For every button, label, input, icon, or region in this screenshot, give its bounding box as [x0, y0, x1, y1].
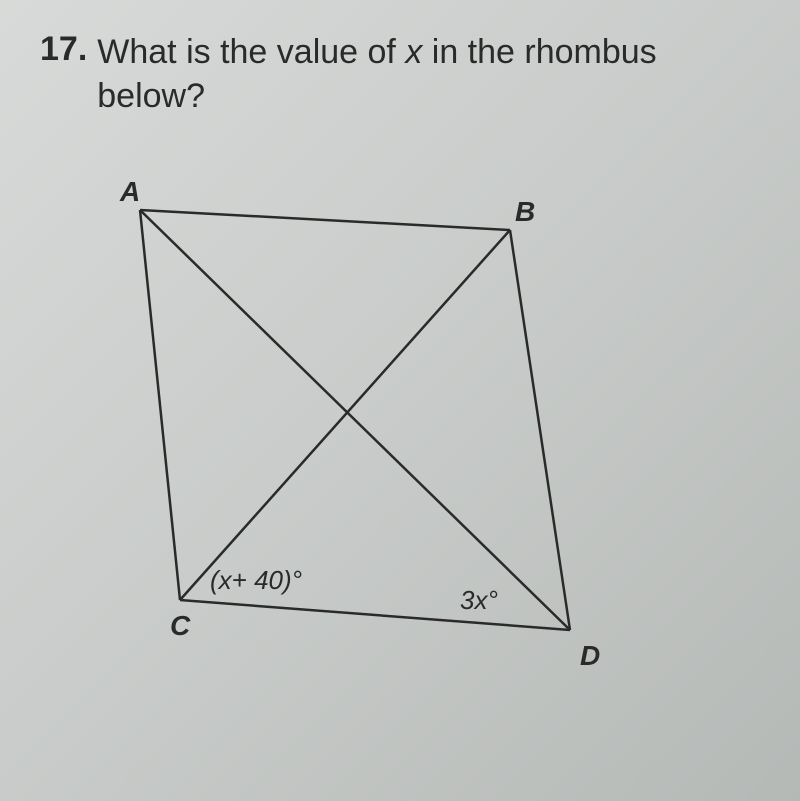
edge-DC	[180, 600, 570, 630]
edge-BD	[510, 230, 570, 630]
question-text: What is the value of x in the rhombus be…	[97, 30, 656, 118]
edge-AB	[140, 210, 510, 230]
vertex-label-A: A	[120, 176, 140, 208]
vertex-label-B: B	[515, 196, 535, 228]
diagonal-BC	[180, 230, 510, 600]
angle-label-C: (x+ 40)°	[210, 565, 302, 596]
worksheet-page: 17. What is the value of x in the rhombu…	[0, 0, 800, 801]
vertex-label-D: D	[580, 640, 600, 672]
angle-label-D: 3x°	[460, 585, 498, 616]
vertex-label-C: C	[170, 610, 190, 642]
question-number: 17.	[40, 30, 87, 69]
question-block: 17. What is the value of x in the rhombu…	[40, 30, 760, 118]
diagonal-AD	[140, 210, 570, 630]
question-line-1: What is the value of x in the rhombus	[97, 30, 656, 74]
question-line-2: below?	[97, 74, 656, 118]
rhombus-diagram: A B C D (x+ 40)° 3x°	[100, 180, 660, 720]
edge-CA	[140, 210, 180, 600]
